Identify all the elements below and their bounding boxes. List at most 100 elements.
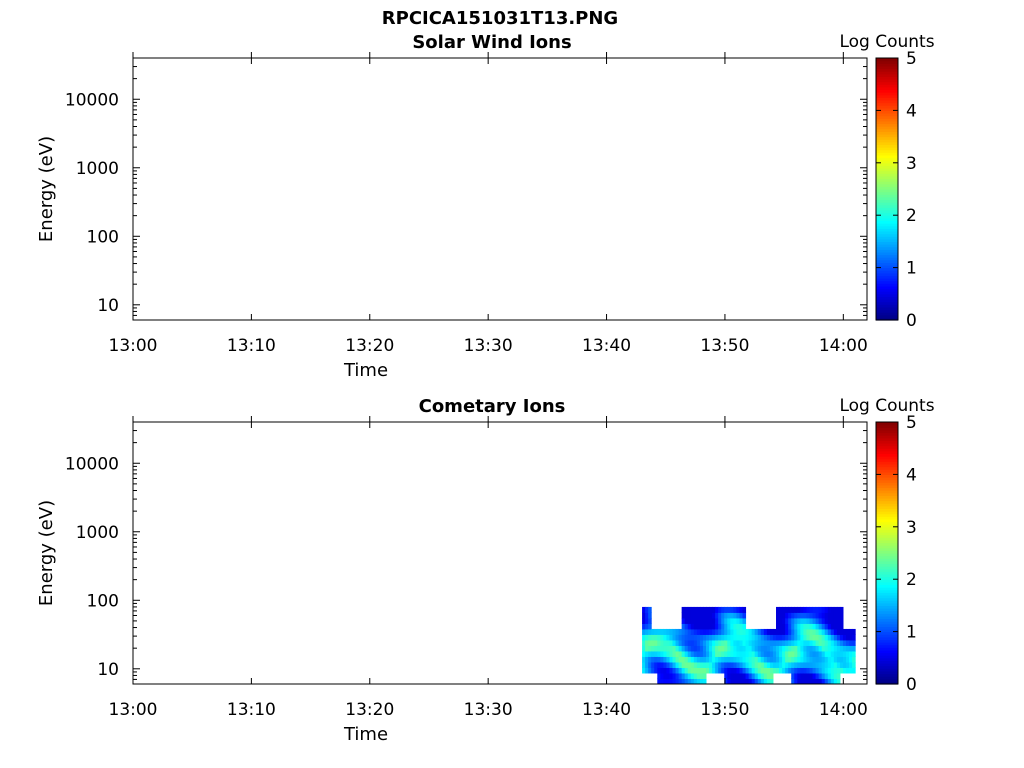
spectrogram-cell (788, 617, 792, 624)
colorbar-segment (876, 102, 898, 106)
spectrogram-cell (839, 634, 844, 641)
spectrogram-cell (766, 678, 771, 685)
spectrogram-cell (660, 628, 664, 635)
spectrogram-cell (760, 628, 765, 635)
spectrogram-cell (702, 606, 707, 613)
spectrogram-cell (736, 672, 740, 679)
spectrogram-cell (696, 645, 701, 652)
spectrogram-cell (812, 606, 817, 613)
colorbar-segment (876, 566, 898, 570)
spectrogram-cell (642, 650, 646, 657)
spectrogram-cell (782, 650, 786, 657)
colorbar-segment (876, 521, 898, 525)
spectrogram-cell (776, 623, 780, 630)
spectrogram-cell (742, 634, 747, 641)
spectrogram-cell (721, 645, 725, 652)
spectrogram-cell (724, 661, 728, 668)
panel-1: Solar Wind Ions 13:00 13:10 13:20 13:30 13:40… (36, 32, 935, 381)
figure-title: RPCICA151031T13.PNG (381, 8, 619, 29)
spectrogram-cell (806, 678, 810, 685)
spectrogram-cell (681, 667, 686, 674)
spectrogram-cell (745, 634, 750, 641)
colorbar-segment (876, 545, 898, 549)
spectrogram-cell (797, 667, 801, 674)
spectrogram-cell (748, 667, 753, 674)
spectrogram-cell (833, 634, 838, 641)
spectrogram-cell (663, 661, 667, 668)
spectrogram-cell (827, 661, 832, 668)
spectrogram-cell (776, 617, 780, 624)
spectrogram-cell (727, 628, 731, 635)
spectrogram-cell (669, 650, 674, 657)
spectrogram-cell (794, 634, 798, 641)
colorbar-segment (876, 272, 898, 277)
colorbar-segment (876, 663, 898, 667)
spectrogram-cell (812, 645, 817, 652)
spectrogram-cell (733, 645, 737, 652)
spectrogram-cell (766, 672, 771, 679)
colorbar-segment (876, 81, 898, 85)
colorbar-segment (876, 573, 898, 578)
spectrogram-cell (830, 645, 835, 652)
spectrogram-cell (681, 617, 686, 624)
spectrogram-cell (730, 623, 734, 630)
spectrogram-cell (718, 639, 722, 646)
spectrogram-cell (797, 612, 801, 619)
spectrogram-cell (712, 639, 716, 646)
colorbar-segment (876, 652, 898, 656)
spectrogram-cell (648, 606, 652, 613)
spectrogram-cell (672, 628, 677, 635)
spectrogram-cell (785, 612, 789, 619)
spectrogram-cell (721, 606, 725, 613)
spectrogram-cell (839, 612, 844, 619)
spectrogram-cell (760, 650, 765, 657)
spectrogram-cell (672, 661, 677, 668)
colorbar-segment (876, 550, 898, 554)
spectrogram-cell (742, 617, 747, 624)
colorbar-tick-label: 1 (906, 623, 917, 643)
spectrogram-cell (705, 606, 710, 613)
spectrogram-cell (821, 656, 826, 663)
spectrogram-cell (800, 667, 804, 674)
colorbar-segment (876, 623, 898, 627)
spectrogram-cell (846, 628, 850, 635)
spectrogram-cell (705, 667, 710, 674)
spectrogram-cell (809, 634, 814, 641)
spectrogram-cell (852, 656, 856, 663)
spectrogram-cell (657, 639, 661, 646)
spectrogram-cell (718, 645, 722, 652)
spectrogram-cell (669, 667, 674, 674)
spectrogram-cell (693, 617, 698, 624)
spectrogram-cell (690, 617, 695, 624)
spectrogram-cell (782, 656, 786, 663)
spectrogram-cell (678, 661, 683, 668)
spectrogram-cell (803, 650, 807, 657)
spectrogram-cell (779, 617, 783, 624)
spectrogram-cell (766, 628, 771, 635)
spectrogram-cell (642, 623, 646, 630)
spectrogram-cell (657, 672, 661, 679)
spectrogram-cell (687, 650, 692, 657)
spectrogram-cell (687, 661, 692, 668)
spectrogram-cell (791, 678, 795, 685)
spectrogram-cell (663, 634, 667, 641)
spectrogram-cell (675, 634, 680, 641)
spectrogram-cell (642, 612, 646, 619)
colorbar-segment (876, 160, 898, 164)
spectrogram-cell (681, 661, 686, 668)
plot-frame (132, 57, 868, 321)
spectrogram-cell (702, 645, 707, 652)
spectrogram-cell (821, 612, 826, 619)
spectrogram-cell (836, 639, 841, 646)
spectrogram-cell (724, 645, 728, 652)
spectrogram-cell (669, 645, 674, 652)
spectrogram-cell (675, 667, 680, 674)
spectrogram-cell (705, 617, 710, 624)
spectrogram-cell (821, 678, 826, 685)
colorbar-segment (876, 615, 898, 620)
spectrogram-cell (757, 656, 762, 663)
spectrogram-cell (766, 661, 771, 668)
spectrogram-cell (721, 650, 725, 657)
colorbar-segment (876, 183, 898, 187)
spectrogram-cell (809, 678, 814, 685)
